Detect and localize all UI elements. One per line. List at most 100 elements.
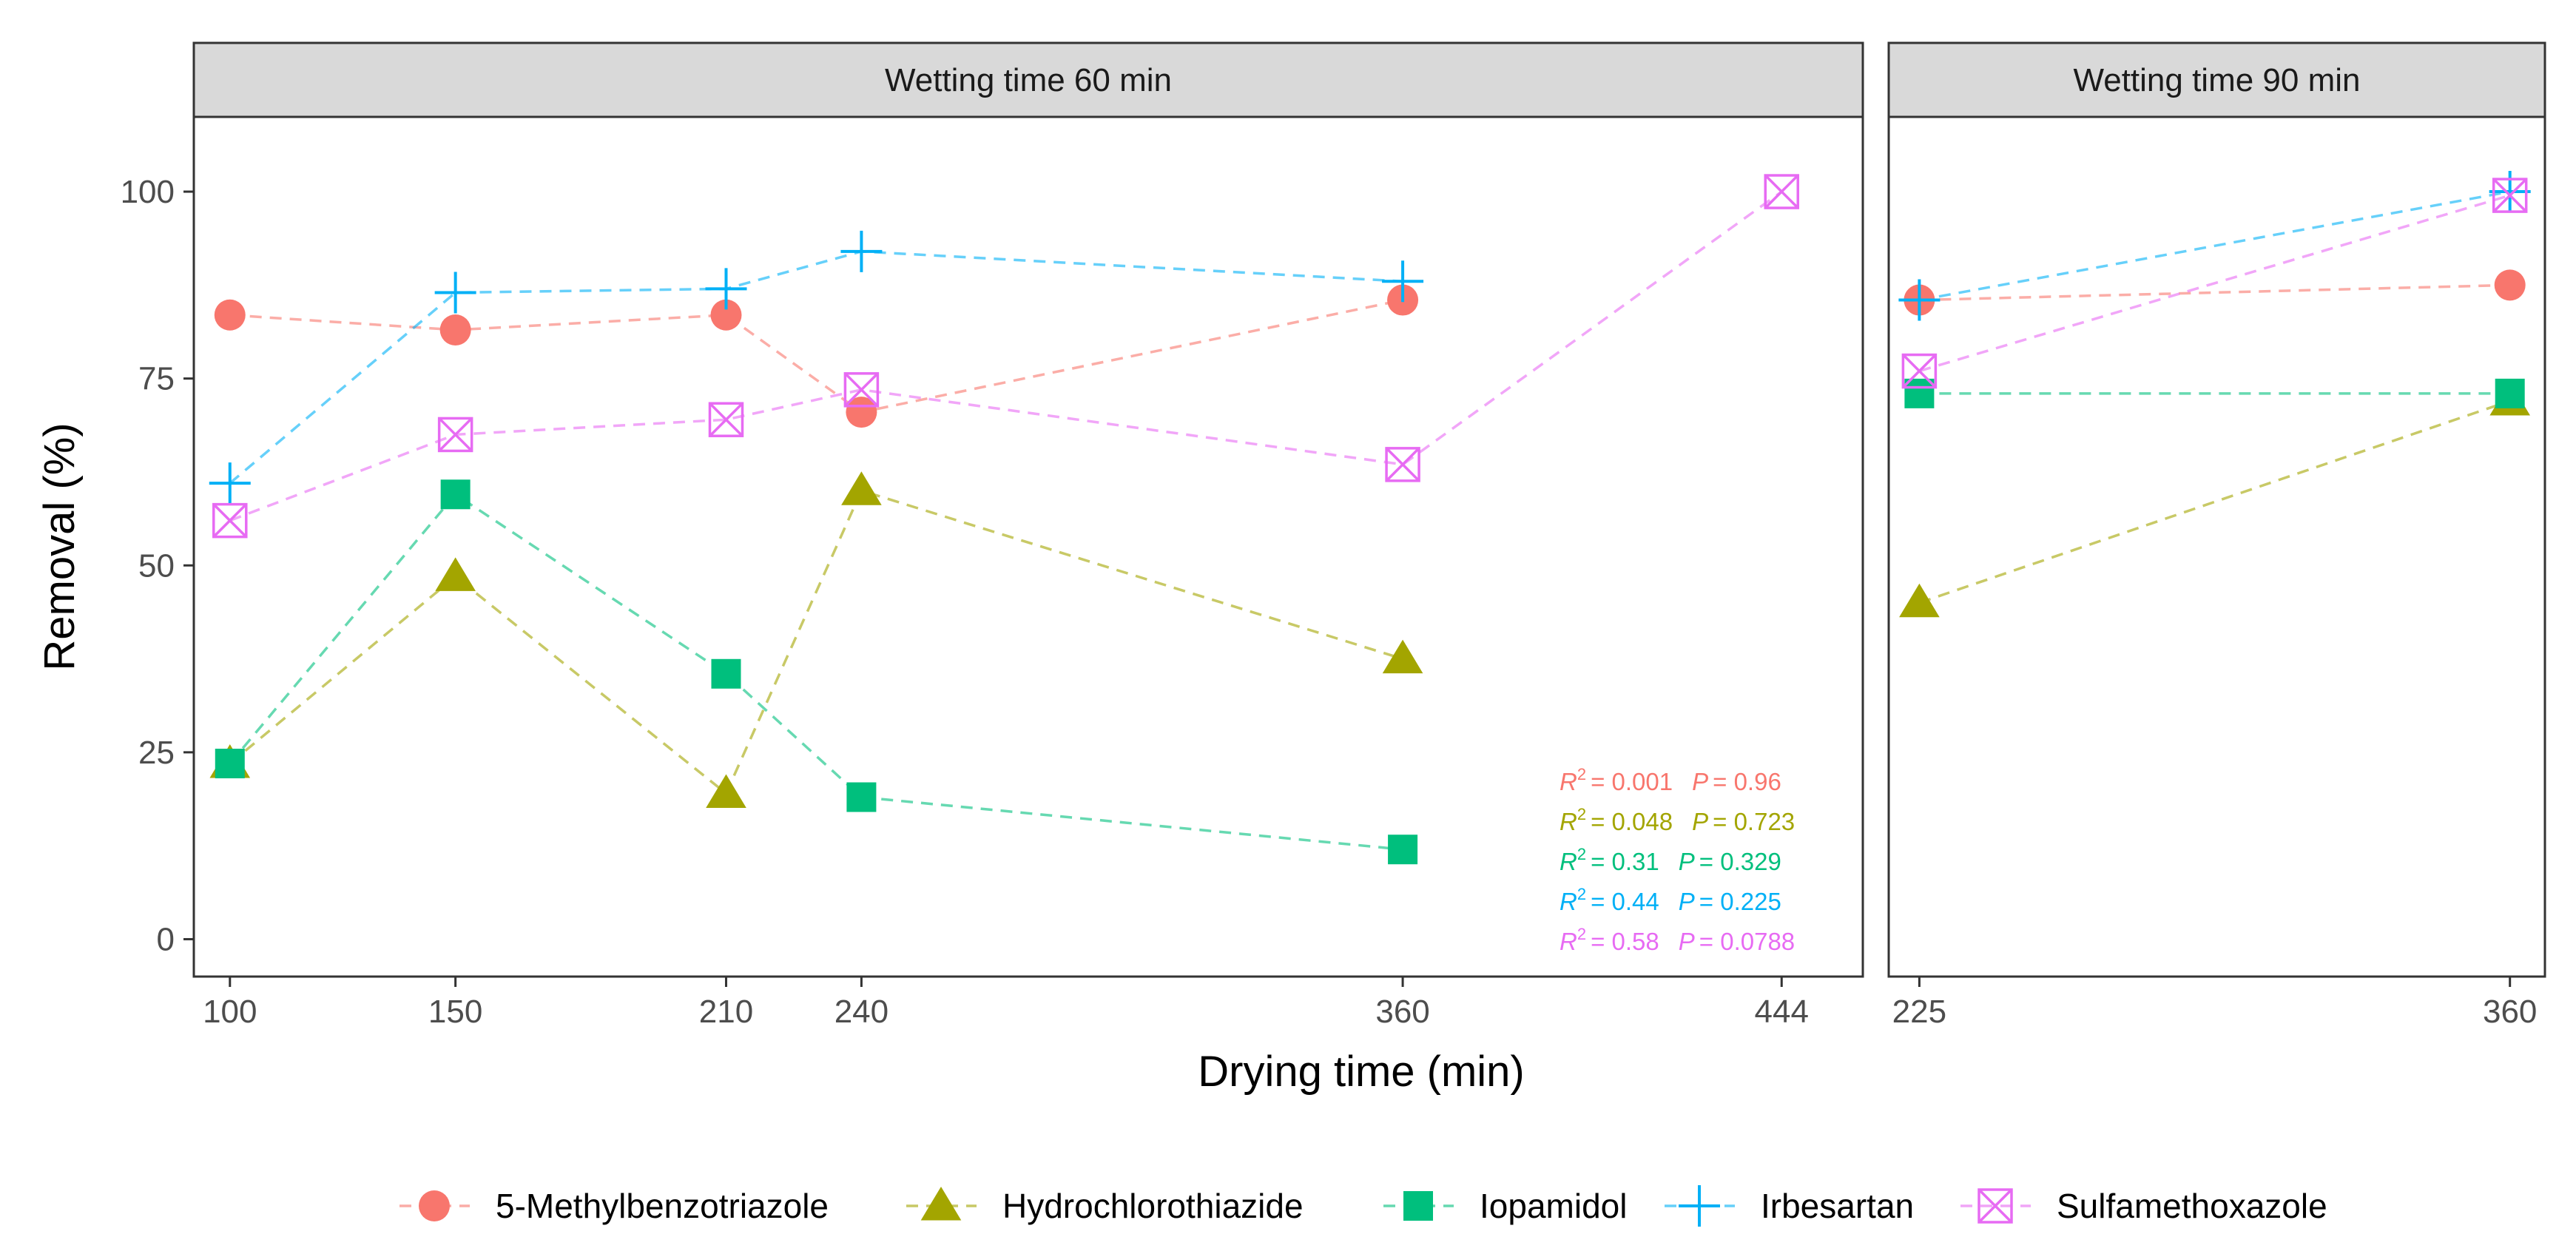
point-iopamidol xyxy=(711,658,741,689)
point-hydrochlorothiazide xyxy=(435,557,476,591)
y-tick-label: 50 xyxy=(138,547,175,584)
legend-key-marker xyxy=(419,1190,450,1221)
legend-key-marker xyxy=(1679,1185,1720,1227)
point-5-methylbenzotriazole xyxy=(439,314,471,345)
legend-item-irbesartan: Irbesartan xyxy=(1665,1185,1914,1227)
plot-area xyxy=(194,117,1863,977)
point-iopamidol xyxy=(440,479,471,510)
point-hydrochlorothiazide xyxy=(706,774,746,808)
stat-r-superscript: 2 xyxy=(1577,925,1586,943)
x-tick-label: 240 xyxy=(834,994,889,1030)
point-iopamidol xyxy=(846,782,877,812)
point-hydrochlorothiazide xyxy=(841,471,882,505)
y-axis-title: Removal (%) xyxy=(36,422,84,670)
panel-title: Wetting time 90 min xyxy=(2073,62,2360,98)
x-tick-label: 225 xyxy=(1892,994,1946,1030)
plot-area xyxy=(1889,117,2545,977)
x-tick-label: 210 xyxy=(699,994,753,1030)
x-tick-label: 360 xyxy=(1375,994,1429,1030)
stat-r-superscript: 2 xyxy=(1577,805,1586,823)
series-line-sulfamethoxazole xyxy=(1918,194,2511,373)
stat-p-label: P xyxy=(1679,848,1695,875)
point-5-methylbenzotriazole xyxy=(214,299,246,331)
stat-r-label: R xyxy=(1560,848,1577,875)
x-axis-title: Drying time (min) xyxy=(1198,1048,1525,1096)
series-line-iopamidol xyxy=(229,492,1403,851)
series-line-sulfamethoxazole xyxy=(229,190,1783,522)
x-tick-label: 100 xyxy=(203,994,257,1030)
stat-p-value: = 0.329 xyxy=(1699,848,1781,875)
legend-label: Irbesartan xyxy=(1761,1187,1914,1225)
point-5-methylbenzotriazole xyxy=(2494,269,2526,301)
stat-p-value: = 0.225 xyxy=(1699,888,1781,915)
legend-label: 5-Methylbenzotriazole xyxy=(496,1187,829,1225)
legend-label: Sulfamethoxazole xyxy=(2057,1187,2327,1225)
legend-label: Hydrochlorothiazide xyxy=(1002,1187,1304,1225)
y-tick-label: 100 xyxy=(121,174,175,210)
stat-p-label: P xyxy=(1679,928,1695,955)
point-iopamidol xyxy=(1388,835,1418,865)
point-sulfamethoxazole xyxy=(1901,353,1938,389)
panel-wetting-time-90-min: Wetting time 90 min 225 360 xyxy=(1887,41,2546,1030)
y-tick-label: 75 xyxy=(138,361,175,397)
stat-p-value: = 0.0788 xyxy=(1699,928,1795,955)
legend-item-hydrochlorothiazide: Hydrochlorothiazide xyxy=(906,1187,1304,1225)
x-tick-label: 444 xyxy=(1755,994,1809,1030)
point-iopamidol xyxy=(215,749,245,779)
legend-key-marker xyxy=(1403,1191,1433,1221)
point-irbesartan xyxy=(840,230,883,272)
y-tick-label: 0 xyxy=(157,921,175,957)
stat-r-superscript: 2 xyxy=(1577,765,1586,783)
stat-r-value: = 0.001 xyxy=(1591,768,1673,795)
stat-p-label: P xyxy=(1679,888,1695,915)
point-hydrochlorothiazide xyxy=(1899,583,1940,618)
stat-annotation-5-methylbenzotriazole: R2 = 0.001 P = 0.96 xyxy=(1560,765,1781,795)
point-irbesartan xyxy=(434,272,476,314)
stat-r-value: = 0.44 xyxy=(1591,888,1659,915)
stat-r-label: R xyxy=(1560,928,1577,955)
legend-label: Iopamidol xyxy=(1480,1187,1627,1225)
x-tick-label: 150 xyxy=(428,994,482,1030)
legend-key-marker xyxy=(1977,1188,2013,1224)
stat-p-value: = 0.96 xyxy=(1713,768,1781,795)
point-sulfamethoxazole xyxy=(437,417,473,453)
point-hydrochlorothiazide xyxy=(1382,639,1423,674)
point-sulfamethoxazole xyxy=(1764,174,1799,209)
point-irbesartan xyxy=(1898,279,1941,321)
series-line-5-methylbenzotriazole xyxy=(229,298,1403,414)
stat-r-label: R xyxy=(1560,768,1577,795)
series-line-irbesartan xyxy=(1919,190,2511,302)
stat-r-value: = 0.58 xyxy=(1591,928,1659,955)
stat-p-label: P xyxy=(1692,768,1708,795)
point-sulfamethoxazole xyxy=(708,402,744,437)
legend-item-iopamidol: Iopamidol xyxy=(1383,1187,1627,1225)
point-sulfamethoxazole xyxy=(212,502,248,539)
stat-annotation-irbesartan: R2 = 0.44 P = 0.225 xyxy=(1560,885,1781,915)
legend-item-5-methylbenzotriazole: 5-Methylbenzotriazole xyxy=(399,1187,829,1225)
y-tick-label: 25 xyxy=(138,735,175,771)
stat-annotation-sulfamethoxazole: R2 = 0.58 P = 0.0788 xyxy=(1560,925,1795,955)
point-irbesartan xyxy=(209,462,251,505)
x-tick-label: 360 xyxy=(2483,994,2537,1030)
stat-annotation-hydrochlorothiazide: R2 = 0.048 P = 0.723 xyxy=(1560,805,1795,835)
stat-annotation-iopamidol: R2 = 0.31 P = 0.329 xyxy=(1560,845,1781,875)
series-line-hydrochlorothiazide xyxy=(1918,400,2511,604)
point-5-methylbenzotriazole xyxy=(710,299,742,331)
point-irbesartan xyxy=(705,268,747,310)
legend-item-sulfamethoxazole: Sulfamethoxazole xyxy=(1960,1187,2327,1225)
stat-r-label: R xyxy=(1560,888,1577,915)
stat-r-value: = 0.31 xyxy=(1591,848,1659,875)
stat-r-superscript: 2 xyxy=(1577,845,1586,863)
stat-r-superscript: 2 xyxy=(1577,885,1586,903)
legend-key-marker xyxy=(920,1187,962,1221)
point-sulfamethoxazole xyxy=(1385,447,1420,482)
point-iopamidol xyxy=(2495,378,2525,408)
point-iopamidol xyxy=(1904,378,1935,408)
stat-r-value: = 0.048 xyxy=(1591,808,1673,835)
point-sulfamethoxazole xyxy=(843,372,880,408)
point-5-methylbenzotriazole xyxy=(846,397,877,428)
stat-p-label: P xyxy=(1692,808,1708,835)
panel-title: Wetting time 60 min xyxy=(885,62,1172,98)
